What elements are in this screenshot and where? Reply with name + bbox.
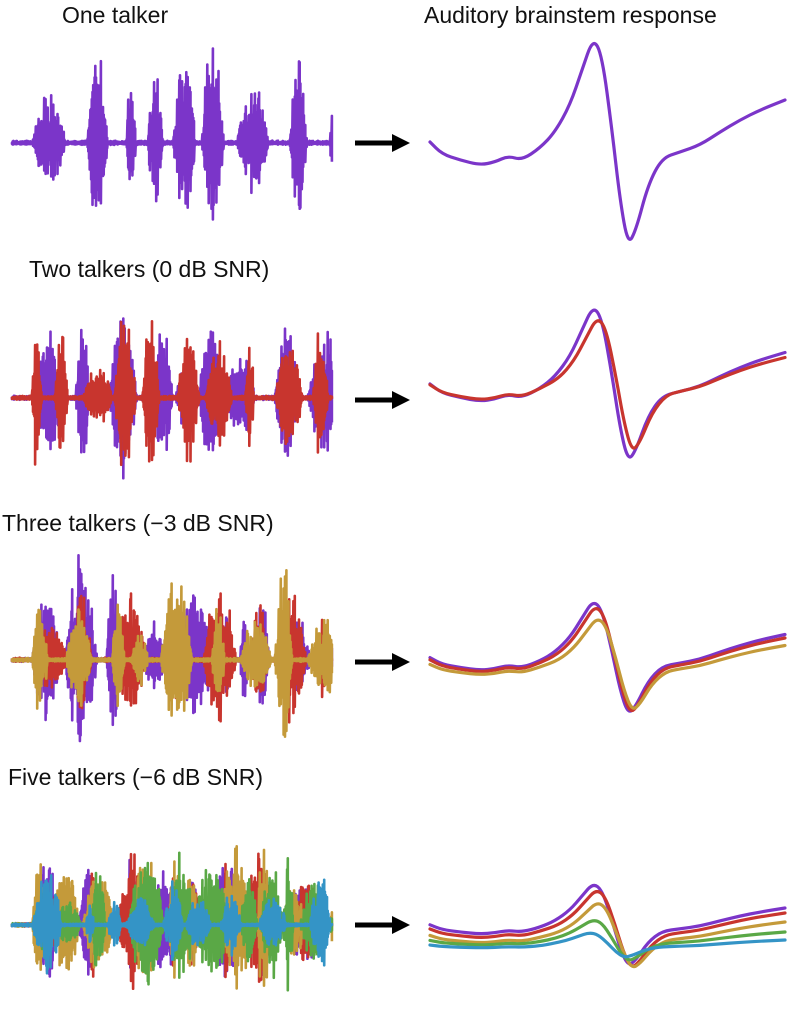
abr-trace <box>428 889 787 968</box>
arrow-right-icon <box>392 391 410 409</box>
arrow-right-icon <box>392 653 410 671</box>
abr-trace <box>428 618 787 710</box>
arrow-right-icon <box>392 916 410 934</box>
speech-waveform <box>10 320 334 467</box>
abr-column-title: Auditory brainstem response <box>424 2 717 28</box>
speech-waveform <box>10 569 334 738</box>
abr-trace <box>428 607 787 713</box>
speech-waveform <box>10 47 334 221</box>
abr-trace <box>428 902 787 969</box>
panel-title-one-talker: One talker <box>62 2 169 28</box>
panel-title-three-talkers: Three talkers (−3 dB SNR) <box>2 510 274 536</box>
arrow-right-icon <box>392 134 410 152</box>
panel-title-two-talkers: Two talkers (0 dB SNR) <box>29 256 270 282</box>
abr-trace <box>428 883 787 966</box>
abr-trace <box>428 319 787 450</box>
speech-waveform <box>10 874 334 975</box>
abr-trace <box>428 41 787 241</box>
abr-trace <box>428 931 787 959</box>
abr-trace <box>428 919 787 962</box>
panel-title-five-talkers: Five talkers (−6 dB SNR) <box>8 764 263 790</box>
